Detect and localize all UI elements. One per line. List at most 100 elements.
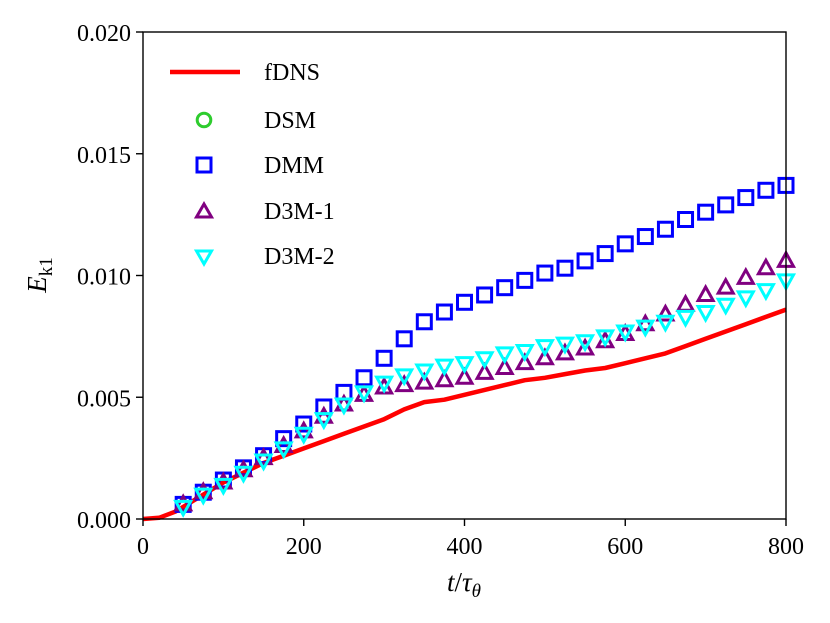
dmm-point [415,313,433,331]
d3m-1-point [575,337,596,356]
fdns-series-line [142,307,787,522]
d3m-2-point [514,343,535,363]
d3m-2-point [534,339,555,358]
dmm-point [737,189,755,207]
d3m-2-point [273,441,294,460]
d3m-1-point [193,481,214,500]
x-tick-label: 800 [768,534,804,560]
dmm-point [295,415,313,433]
legend-dmm-marker [195,156,213,174]
dmm-point [596,245,614,263]
x-tick-label: 0 [137,534,149,560]
d3m-1-point [494,356,515,376]
d3m-1-point [434,369,455,388]
dmm-point [476,286,494,304]
d3m-2-point [213,477,234,496]
d3m-2-point [333,397,354,416]
d3m-1-point [635,313,656,332]
d3m-2-point [173,499,194,518]
d3m-2-point [394,368,415,387]
d3m-2-point [635,319,656,338]
dmm-point [616,235,634,253]
dmm-point [677,210,695,228]
y-axis-title-e: E [22,276,52,294]
x-axis-title-tau: τ [462,567,473,597]
d3m-1-point [414,371,435,390]
dmm-point [536,264,554,282]
d3m-2-point [474,351,495,370]
d3m-2-point [414,363,435,382]
dmm-point [556,259,574,277]
x-tick-label: 600 [607,534,643,560]
y-tick-label: 0.005 [77,386,131,412]
d3m-2-point [575,334,596,353]
d3m-2-point [193,487,214,506]
x-tick-label: 400 [447,534,483,560]
d3m-1-point [474,361,495,380]
y-axis-title-sub: k1 [36,257,57,276]
x-axis-title-slash: / [454,567,462,597]
x-axis-title-sub: θ [472,581,481,602]
d3m-2-point [353,385,375,404]
x-tick-label: 200 [286,534,322,560]
d3m-1-point [534,347,555,366]
d3m-2-point [735,290,756,309]
dmm-point [496,279,514,297]
dmm-point [375,349,393,367]
legend-fdns-label: fDNS [264,60,320,86]
d3m-2-point [615,324,636,343]
y-axis-ticks: 0.000 0.005 0.010 0.015 0.020 [77,21,143,534]
y-axis-title: Ek1 [22,257,57,294]
d3m-1-point [454,366,475,385]
legend-dmm-label: DMM [264,153,324,179]
legend-d3m1-label: D3M-1 [264,199,335,225]
dmm-point [395,330,413,348]
dmm-point [697,203,715,221]
d3m-2-point [755,283,776,302]
d3m-1-point [514,352,535,371]
x-axis-ticks: 0 200 400 600 800 [137,519,804,560]
legend-dsm-label: DSM [264,108,316,134]
x-axis-title-t: t [447,567,456,597]
d3m-1-point [394,373,415,393]
d3m-2-point [655,314,676,333]
y-tick-label: 0.000 [77,508,131,534]
y-tick-label: 0.020 [77,21,131,47]
d3m-2-point [715,297,736,316]
d3m-1-point [293,420,314,439]
marker-layer [173,176,797,518]
y-tick-label: 0.015 [77,143,131,169]
d3m-1-point [715,276,736,295]
d3m-1-point [233,459,254,478]
dmm-point [275,430,293,448]
d3m-1-point [273,434,294,453]
d3m-1-point [554,342,576,361]
d3m-1-point [655,303,676,322]
dmm-point [456,293,473,311]
dmm-point [656,220,674,238]
legend-dsm-marker [195,111,213,129]
fdns-layer [142,307,787,522]
d3m-2-point [454,356,475,375]
dmm-point [636,228,654,246]
d3m-1-point [695,283,716,302]
legend-d3m2-label: D3M-2 [264,244,335,270]
legend-d3m1-marker [193,200,215,219]
legend: fDNS DSM DMM D3M-1 D3M-2 [170,60,335,270]
x-axis-title: t/τθ [447,567,481,602]
d3m-2-point [554,336,576,355]
legend-d3m2-marker [193,249,215,268]
dmm-point [435,303,453,321]
d3m-2-point [374,375,395,394]
dmm-point [576,252,594,270]
d3m-2-point [233,465,254,484]
d3m-2-point [313,412,334,431]
d3m-1-point [755,257,776,276]
d3m-1-point [213,471,234,490]
plot-area [143,32,786,519]
d3m-2-point [695,305,716,324]
d3m-2-point [595,329,616,348]
d3m-1-point [313,405,334,424]
dmm-point [516,271,534,289]
